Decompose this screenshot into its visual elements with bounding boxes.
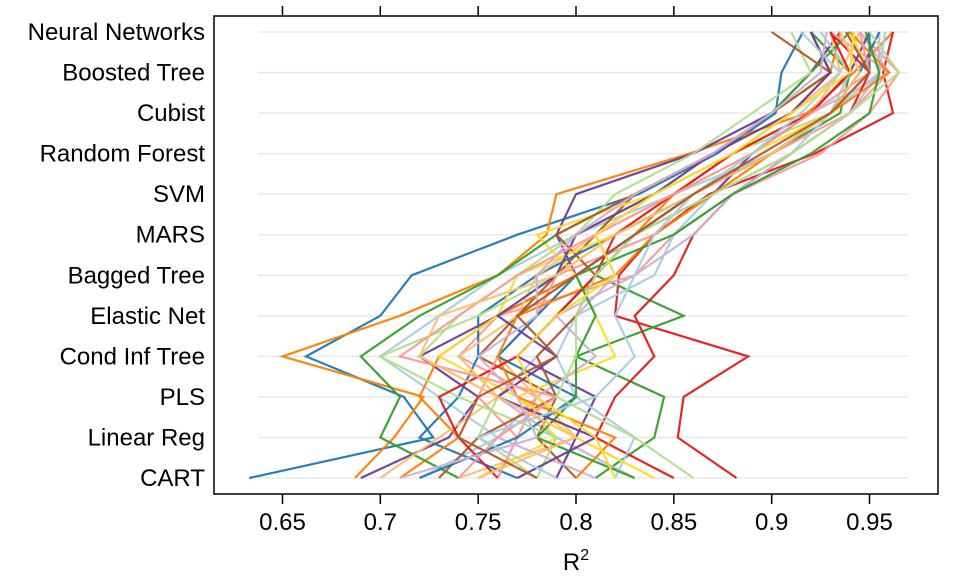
series-line — [399, 31, 828, 480]
category-label: Linear Reg — [88, 424, 205, 451]
series-line — [496, 31, 891, 479]
category-label: Boosted Tree — [62, 60, 205, 87]
category-label: Random Forest — [40, 141, 206, 168]
category-label: CART — [140, 465, 205, 492]
category-label: Cubist — [137, 100, 205, 127]
category-label: Bagged Tree — [68, 262, 205, 289]
series-line — [515, 31, 855, 479]
x-axis-title-superscript: 2 — [580, 547, 589, 564]
x-axis-title-main: R — [563, 549, 580, 576]
series-line — [475, 31, 842, 479]
x-axis-title: R2 — [563, 547, 589, 576]
x-tick-label: 0.9 — [755, 509, 788, 536]
series-line — [515, 31, 871, 479]
x-tick-label: 0.8 — [559, 509, 592, 536]
x-tick-label: 0.65 — [259, 509, 306, 536]
x-tick-labels: 0.65 0.7 0.75 0.8 0.85 0.9 0.95 — [259, 509, 893, 536]
bottom-axis-ticks — [281, 494, 871, 504]
x-tick-label: 0.7 — [364, 509, 397, 536]
top-axis-ticks — [281, 6, 871, 16]
x-tick-label: 0.75 — [455, 509, 502, 536]
series-lines — [248, 31, 901, 480]
category-label: Neural Networks — [28, 19, 205, 46]
series-line — [613, 31, 895, 479]
x-tick-label: 0.95 — [846, 509, 893, 536]
series-line — [594, 31, 871, 479]
category-label: Cond Inf Tree — [60, 343, 205, 370]
category-labels: CART Linear Reg PLS Cond Inf Tree Elastic Ne… — [28, 19, 206, 492]
category-label: PLS — [160, 384, 205, 411]
category-label: SVM — [153, 181, 205, 208]
category-label: Elastic Net — [90, 303, 205, 330]
series-line — [248, 31, 804, 480]
series-line — [458, 31, 842, 480]
series-line — [495, 31, 832, 479]
series-line — [418, 31, 861, 480]
series-line — [495, 32, 881, 480]
category-label: MARS — [136, 222, 205, 249]
series-line — [554, 31, 901, 479]
x-tick-label: 0.85 — [650, 509, 697, 536]
